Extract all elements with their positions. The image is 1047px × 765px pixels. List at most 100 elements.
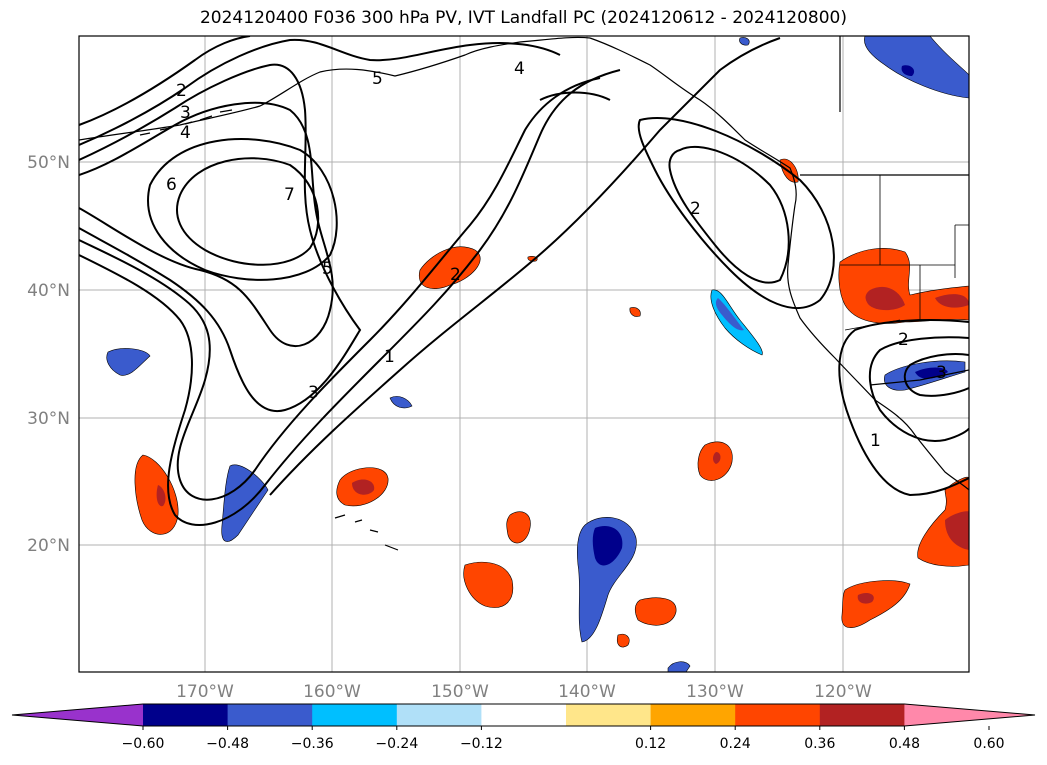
contour-label: 1 xyxy=(384,347,395,367)
colorbar-segment xyxy=(396,704,482,726)
blob-pos-3 xyxy=(418,246,481,289)
contour-label: 7 xyxy=(284,185,295,205)
blob-pos-7 xyxy=(617,633,630,648)
colorbar-segment xyxy=(819,704,905,726)
colorbar-tick-label: −0.48 xyxy=(206,736,249,752)
contour-label: 2 xyxy=(690,199,701,219)
blob-neg-8 xyxy=(667,661,691,672)
contour-label: 4 xyxy=(180,123,191,143)
lon-tick: 150°W xyxy=(431,682,489,702)
coastlines xyxy=(79,36,969,551)
blob-pos-11-core xyxy=(945,511,969,550)
contour-label: 5 xyxy=(372,69,383,89)
blob-pos-1-core xyxy=(156,485,166,507)
ivt-negative-regions xyxy=(106,36,969,672)
contour-3b xyxy=(79,77,601,501)
map-frame xyxy=(78,35,970,673)
colorbar-segment xyxy=(227,704,313,726)
blob-pos-9-core xyxy=(857,592,874,604)
blob-pos-4 xyxy=(506,511,531,544)
lon-tick: 120°W xyxy=(814,682,872,702)
lat-tick: 50°N xyxy=(27,153,70,173)
contour-label: 2 xyxy=(898,330,909,350)
contour-5 xyxy=(79,101,334,348)
blob-neg-5-core xyxy=(715,298,744,331)
blob-pos-2-core xyxy=(352,479,375,495)
map-panel: 2 3 4 5 6 7 5 4 2 2 1 3 2 3 1 xyxy=(79,36,969,672)
contour-1-east xyxy=(838,319,969,497)
colorbar-segment xyxy=(566,704,652,726)
colorbar-segment xyxy=(312,704,398,726)
hawaii xyxy=(334,514,399,551)
blob-pos-8-core xyxy=(713,452,721,464)
us-states xyxy=(840,175,969,331)
blob-pos-5 xyxy=(463,561,514,608)
us-west-coast xyxy=(787,204,916,436)
pv-contours xyxy=(79,36,969,526)
contour-label: 3 xyxy=(180,103,191,123)
longitude-ticks: 170°W 160°W 150°W 140°W 130°W 120°W xyxy=(176,682,872,702)
contour-2-main xyxy=(79,36,251,126)
colorbar-tick-label: 0.60 xyxy=(973,736,1004,752)
contour-label: 2 xyxy=(450,265,461,285)
contour-labels: 2 3 4 5 6 7 5 4 2 2 1 3 2 3 1 xyxy=(166,59,947,451)
contour-label: 4 xyxy=(514,59,525,79)
colorbar-tick-label: 0.12 xyxy=(635,736,666,752)
map-title: 2024120400 F036 300 hPa PV, IVT Landfall… xyxy=(199,8,847,28)
colorbar-tick-label: −0.60 xyxy=(122,736,165,752)
contour-3-east xyxy=(903,353,969,397)
colorbar-tick-label: −0.36 xyxy=(291,736,334,752)
colorbar-tick-label: 0.24 xyxy=(720,736,751,752)
contour-label: 3 xyxy=(936,363,947,383)
lat-tick: 20°N xyxy=(27,536,70,556)
contour-1 xyxy=(269,37,781,496)
colorbar-segment xyxy=(143,704,229,726)
blob-neg-4-core xyxy=(592,526,623,566)
blob-neg-9 xyxy=(739,37,750,46)
contour-label: 1 xyxy=(870,431,881,451)
lat-tick: 40°N xyxy=(27,281,70,301)
contour-2-south xyxy=(79,69,621,526)
bc-coast xyxy=(589,37,797,206)
colorbar: −0.60 −0.48 −0.36 −0.24 −0.12 0.12 0.24 0.36 0.4… xyxy=(11,703,1036,752)
colorbar-extend-high xyxy=(904,704,1035,726)
contour-7 xyxy=(176,157,320,266)
lon-tick: 160°W xyxy=(303,682,361,702)
colorbar-tick-label: −0.24 xyxy=(375,736,418,752)
canada-border xyxy=(800,36,969,176)
contour-label: 3 xyxy=(308,383,319,403)
contour-label: 2 xyxy=(176,81,187,101)
contour-2-outer xyxy=(637,117,835,310)
contour-label: 6 xyxy=(166,175,177,195)
colorbar-segment xyxy=(650,704,736,726)
lat-tick: 30°N xyxy=(27,409,70,429)
blob-pos-10-core xyxy=(865,286,905,311)
lon-tick: 130°W xyxy=(686,682,744,702)
lon-tick: 170°W xyxy=(176,682,234,702)
contour-3 xyxy=(79,38,561,146)
blob-neg-3 xyxy=(389,396,413,409)
contour-6 xyxy=(147,138,338,281)
gridlines xyxy=(79,36,969,672)
blob-neg-7 xyxy=(864,36,969,99)
blob-pos-9 xyxy=(841,580,911,628)
blob-pos-10-core2 xyxy=(935,294,969,308)
blob-neg-1 xyxy=(221,464,269,542)
colorbar-tick-label: 0.48 xyxy=(889,736,920,752)
lon-tick: 140°W xyxy=(558,682,616,702)
blob-neg-7-core xyxy=(901,65,915,76)
colorbar-tick-label: 0.36 xyxy=(804,736,835,752)
blob-pos-13 xyxy=(629,307,641,317)
colorbar-tick-label: −0.12 xyxy=(460,736,503,752)
contour-label: 5 xyxy=(322,259,333,279)
contour-3-loop xyxy=(539,91,611,101)
colorbar-segment xyxy=(735,704,821,726)
contour-4 xyxy=(79,63,362,413)
blob-pos-6 xyxy=(634,597,677,626)
colorbar-extend-low xyxy=(12,704,143,726)
contour-2-bc xyxy=(668,145,790,284)
latitude-ticks: 50°N 40°N 30°N 20°N xyxy=(27,153,70,556)
ivt-positive-regions xyxy=(134,158,969,648)
aleutian-chain xyxy=(139,109,233,136)
